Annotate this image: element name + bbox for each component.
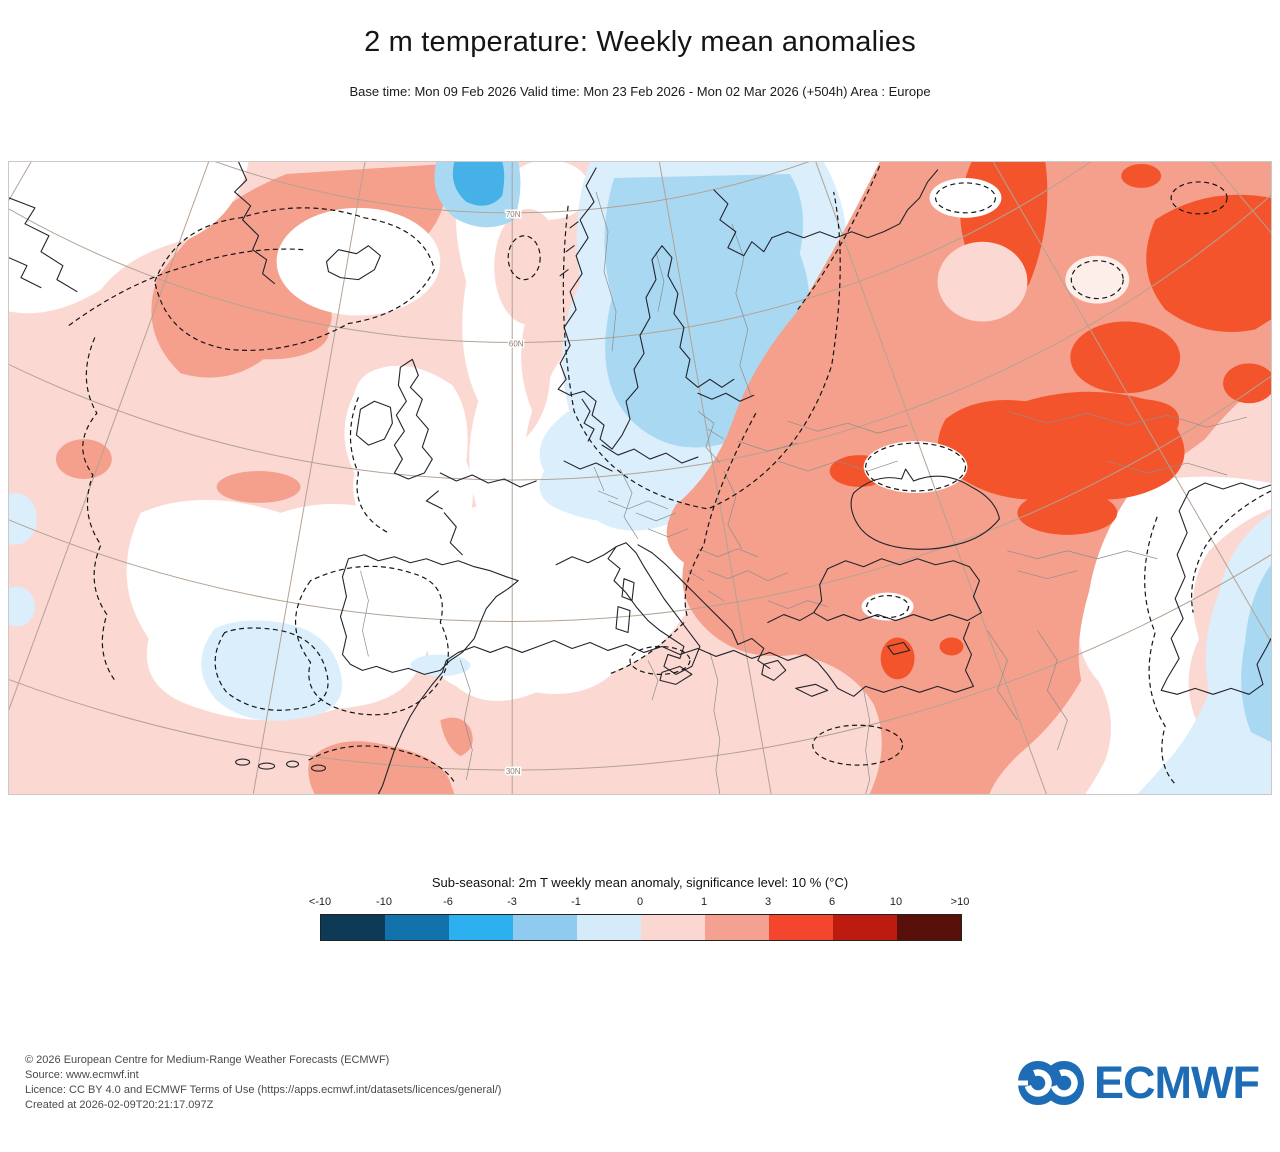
graticule-label-60n: 60N bbox=[509, 339, 524, 348]
anomaly-map: 70N 60N 30N bbox=[8, 161, 1272, 795]
legend-tick-labels: <-10 -10 -6 -3 -1 0 1 3 6 10 >10 bbox=[309, 896, 970, 909]
legend-color-cell bbox=[513, 915, 577, 940]
graticule-label-70n: 70N bbox=[506, 210, 521, 219]
legend-tick: 10 bbox=[889, 896, 903, 908]
coastlines bbox=[9, 162, 1271, 794]
legend-colorbar bbox=[320, 914, 962, 941]
significance-contours bbox=[68, 165, 1271, 785]
legend-tick: -3 bbox=[507, 896, 517, 908]
footer-created-at: Created at 2026-02-09T20:21:17.097Z bbox=[25, 1099, 214, 1111]
legend-color-cell bbox=[705, 915, 769, 940]
legend-color-cell bbox=[641, 915, 705, 940]
legend-tick: -1 bbox=[571, 896, 581, 908]
footer-copyright: © 2026 European Centre for Medium-Range … bbox=[25, 1054, 390, 1066]
ecmwf-logo-text: ECMWF bbox=[1094, 1057, 1260, 1108]
legend-title: Sub-seasonal: 2m T weekly mean anomaly, … bbox=[431, 875, 849, 890]
legend-tick: -10 bbox=[376, 896, 392, 908]
footer-licence: Licence: CC BY 4.0 and ECMWF Terms of Us… bbox=[25, 1084, 502, 1096]
graticule-label-30n: 30N bbox=[506, 767, 521, 776]
footer-source: Source: www.ecmwf.int bbox=[25, 1069, 139, 1081]
pink-patch-70n bbox=[494, 208, 563, 325]
page-title: 2 m temperature: Weekly mean anomalies bbox=[364, 26, 916, 58]
country-borders bbox=[360, 191, 1248, 794]
ecmwf-logo-icon bbox=[1016, 1061, 1084, 1105]
legend-color-cell bbox=[385, 915, 449, 940]
ecmwf-logo: ECMWF bbox=[1016, 1059, 1260, 1107]
legend-tick: -6 bbox=[443, 896, 453, 908]
legend-tick: 1 bbox=[700, 896, 708, 908]
legend-color-cell bbox=[577, 915, 641, 940]
legend-tick: 3 bbox=[764, 896, 772, 908]
legend-color-cell bbox=[321, 915, 385, 940]
legend-color-cell bbox=[449, 915, 513, 940]
significance-holes bbox=[861, 177, 1130, 621]
legend-tick: <-10 bbox=[308, 896, 332, 908]
legend-tick: >10 bbox=[950, 896, 970, 908]
base-valid-time-subtitle: Base time: Mon 09 Feb 2026 Valid time: M… bbox=[349, 84, 931, 99]
legend-tick: 6 bbox=[828, 896, 836, 908]
legend-tick: 0 bbox=[636, 896, 644, 908]
europe-anomaly-chart: 70N 60N 30N bbox=[9, 162, 1271, 794]
legend-color-cell bbox=[833, 915, 897, 940]
legend-color-cell bbox=[897, 915, 961, 940]
footer-attribution: © 2026 European Centre for Medium-Range … bbox=[25, 1053, 501, 1113]
legend-color-cell bbox=[769, 915, 833, 940]
